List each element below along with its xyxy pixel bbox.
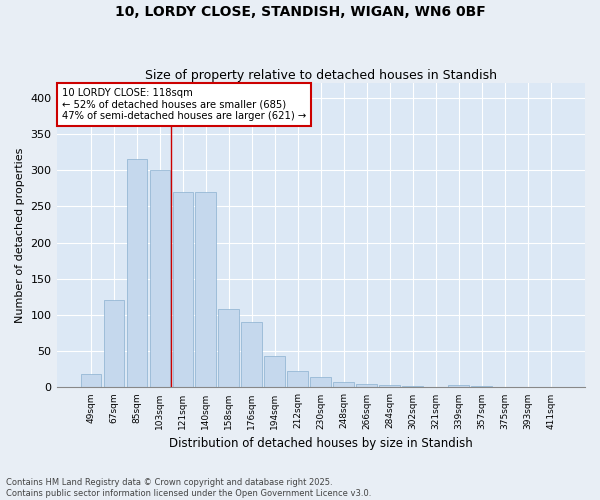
Text: 10, LORDY CLOSE, STANDISH, WIGAN, WN6 0BF: 10, LORDY CLOSE, STANDISH, WIGAN, WN6 0B… xyxy=(115,5,485,19)
Bar xyxy=(104,300,124,388)
Text: 10 LORDY CLOSE: 118sqm
← 52% of detached houses are smaller (685)
47% of semi-de: 10 LORDY CLOSE: 118sqm ← 52% of detached… xyxy=(62,88,306,121)
Bar xyxy=(403,386,423,388)
Text: Contains HM Land Registry data © Crown copyright and database right 2025.
Contai: Contains HM Land Registry data © Crown c… xyxy=(6,478,371,498)
Bar xyxy=(265,356,285,388)
Bar xyxy=(472,386,492,388)
Bar xyxy=(149,170,170,388)
Bar xyxy=(218,309,239,388)
Title: Size of property relative to detached houses in Standish: Size of property relative to detached ho… xyxy=(145,69,497,82)
Y-axis label: Number of detached properties: Number of detached properties xyxy=(15,148,25,323)
Bar xyxy=(241,322,262,388)
Bar xyxy=(334,382,354,388)
Bar xyxy=(127,159,147,388)
Bar xyxy=(310,376,331,388)
Bar xyxy=(173,192,193,388)
Bar xyxy=(379,384,400,388)
Bar xyxy=(356,384,377,388)
Bar xyxy=(196,192,216,388)
Bar xyxy=(494,386,515,388)
Bar xyxy=(448,386,469,388)
X-axis label: Distribution of detached houses by size in Standish: Distribution of detached houses by size … xyxy=(169,437,473,450)
Bar xyxy=(80,374,101,388)
Bar xyxy=(287,372,308,388)
Bar xyxy=(540,386,561,388)
